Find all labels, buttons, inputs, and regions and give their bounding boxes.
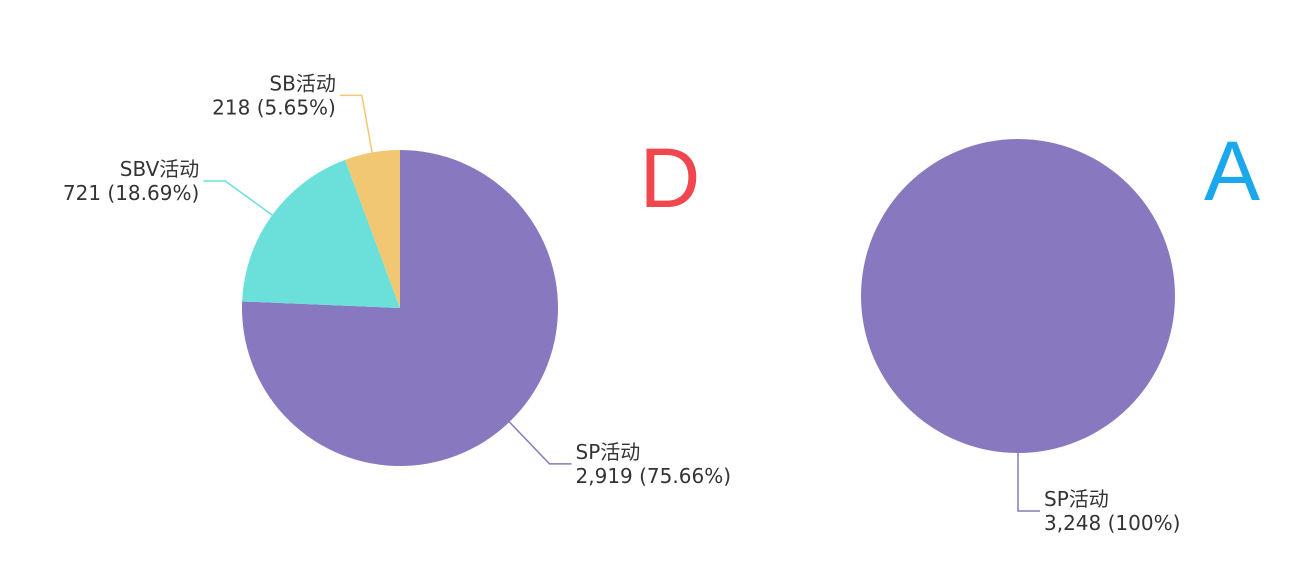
slice-label: 721 (18.69%) xyxy=(63,181,199,205)
chart-title: D xyxy=(640,131,701,225)
pie-slice xyxy=(242,159,400,308)
slice-label: 2,919 (75.66%) xyxy=(576,464,731,488)
leader-line xyxy=(508,421,572,465)
pie-slice xyxy=(345,150,400,308)
slice-name: SBV活动 xyxy=(120,157,199,181)
slice-name: SP活动 xyxy=(1044,487,1109,511)
slice-label: 218 (5.65%) xyxy=(212,95,336,119)
slice-label: 3,248 (100%) xyxy=(1044,511,1180,535)
leader-line xyxy=(339,94,373,153)
leader-line xyxy=(203,180,273,216)
slice-name: SB活动 xyxy=(269,71,335,95)
slice-name: SP活动 xyxy=(576,440,641,464)
leader-line xyxy=(1017,453,1040,512)
pie-slice xyxy=(861,139,1175,453)
chart-title: A xyxy=(1204,124,1260,218)
